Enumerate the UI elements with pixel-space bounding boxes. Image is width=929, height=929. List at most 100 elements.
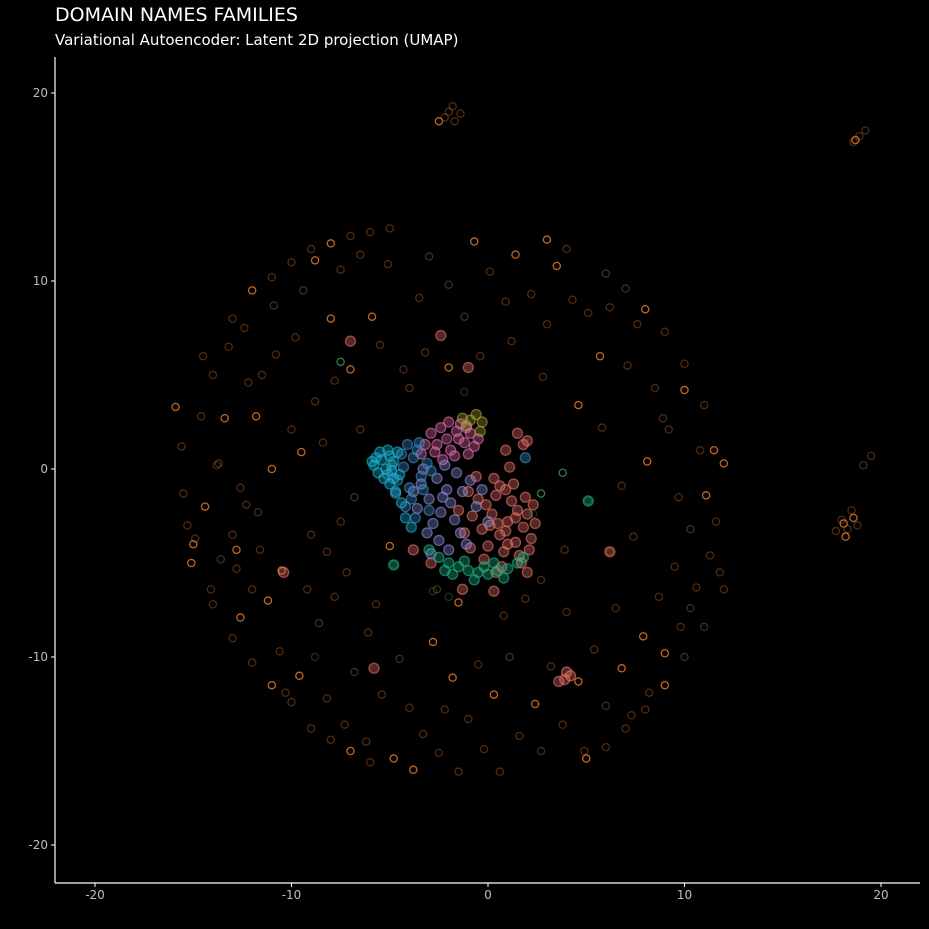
scatter-point-cyan xyxy=(384,478,396,490)
scatter-point-salmon xyxy=(488,585,500,597)
scatter-point-orange xyxy=(638,632,648,641)
scatter-point-orange xyxy=(295,671,304,681)
scatter-point-orange xyxy=(326,239,336,248)
scatter-point-orange xyxy=(454,767,463,776)
scatter-point-orange xyxy=(224,342,233,352)
scatter-point-orange xyxy=(346,746,355,756)
scatter-point-purple xyxy=(435,506,447,518)
scatter-point-teal xyxy=(468,574,480,586)
scatter-point-orange xyxy=(267,272,277,282)
scatter-point-orange xyxy=(526,289,536,299)
scatter-point-orange xyxy=(692,583,701,592)
scatter-point-salmon xyxy=(529,517,541,530)
scatter-point-orange xyxy=(232,545,241,555)
scatter-point-orange xyxy=(377,690,387,699)
scatter-point-orange xyxy=(849,513,858,523)
scatter-point-orange xyxy=(336,517,345,526)
scatter-point-green xyxy=(583,496,593,506)
scatter-point-orange xyxy=(841,532,850,541)
scatter-point-orange xyxy=(275,647,284,656)
scatter-point-orange xyxy=(444,107,453,117)
scatter-point-green xyxy=(460,387,469,397)
scatter-point-pink xyxy=(425,427,437,439)
scatter-point-purple xyxy=(411,502,423,515)
scatter-point-orange xyxy=(240,323,249,333)
scatter-point-orange xyxy=(314,618,324,628)
scatter-point-orange xyxy=(866,451,876,461)
scatter-point-orange xyxy=(629,532,638,541)
scatter-point-orange xyxy=(485,267,495,276)
scatter-point-blue xyxy=(403,482,416,494)
scatter-point-orange xyxy=(365,758,375,767)
scatter-point-orange xyxy=(469,237,479,246)
scatter-point-orange xyxy=(589,645,599,654)
scatter-point-orange xyxy=(255,545,265,555)
scatter-point-orange xyxy=(621,284,630,293)
scatter-point-orange xyxy=(660,648,670,658)
scatter-point-orange xyxy=(306,244,316,254)
scatter-point-pink xyxy=(448,450,461,462)
scatter-point-orange xyxy=(198,351,208,361)
scatter-point-green xyxy=(428,586,438,596)
scatter-point-orange xyxy=(464,714,473,724)
scatter-point-orange xyxy=(306,724,316,733)
scatter-point-orange xyxy=(560,545,569,555)
scatter-point-orange xyxy=(853,521,862,530)
scatter-point-orange xyxy=(228,530,237,540)
scatter-point-orange xyxy=(263,596,273,605)
scatter-point-orange xyxy=(450,116,459,126)
scatter-point-orange xyxy=(633,319,642,329)
scatter-point-orange xyxy=(269,301,279,310)
scatter-point-orange xyxy=(843,524,852,534)
scatter-point-salmon xyxy=(558,673,571,686)
x-tick-label: -20 xyxy=(85,888,105,902)
scatter-point-salmon xyxy=(521,508,533,520)
scatter-point-olive xyxy=(476,416,488,428)
scatter-point-purple xyxy=(445,497,457,509)
scatter-point-orange xyxy=(340,720,349,729)
scatter-point-orange xyxy=(617,664,626,673)
scatter-point-orange xyxy=(623,361,632,370)
scatter-point-salmon xyxy=(494,529,506,541)
scatter-point-orange xyxy=(271,350,281,359)
scatter-point-teal xyxy=(423,544,435,556)
scatter-point-orange xyxy=(291,333,300,342)
scatter-point-teal xyxy=(446,568,459,580)
scatter-point-purple xyxy=(460,538,473,550)
scatter-point-purple xyxy=(456,485,469,498)
scatter-point-green xyxy=(528,509,538,519)
scatter-point-green xyxy=(310,652,320,662)
scatter-point-cyan xyxy=(370,452,382,464)
scatter-point-salmon xyxy=(604,546,616,558)
scatter-point-blue xyxy=(417,484,429,496)
scatter-point-orange xyxy=(719,459,729,468)
scatter-point-orange xyxy=(851,135,860,145)
scatter-point-pink xyxy=(452,433,465,445)
scatter-point-orange xyxy=(363,628,373,637)
scatter-point-salmon xyxy=(500,484,512,496)
scatter-point-orange xyxy=(837,515,846,525)
scatter-point-orange xyxy=(385,541,394,551)
scatter-point-orange xyxy=(831,526,841,536)
scatter-point-blue xyxy=(405,493,418,505)
scatter-point-orange xyxy=(676,622,685,632)
scatter-point-orange xyxy=(424,252,434,261)
scatter-point-salmon xyxy=(344,335,357,347)
scatter-point-blue xyxy=(519,452,531,464)
scatter-point-olive xyxy=(474,425,486,438)
scatter-point-teal xyxy=(517,551,530,564)
scatter-point-orange xyxy=(385,224,394,233)
scatter-point-teal xyxy=(501,562,514,575)
scatter-point-salmon xyxy=(525,532,537,545)
scatter-point-orange xyxy=(310,256,320,265)
scatter-point-pink xyxy=(443,416,455,428)
scatter-point-orange xyxy=(365,227,375,237)
scatter-point-salmon xyxy=(494,480,506,492)
scatter-point-orange xyxy=(847,506,856,515)
scatter-point-orange xyxy=(322,694,332,703)
scatter-point-pink xyxy=(458,437,471,449)
scatter-point-cyan xyxy=(388,455,400,468)
scatter-point-blue xyxy=(423,504,435,517)
scatter-point-orange xyxy=(473,660,483,669)
scatter-point-orange xyxy=(322,547,332,556)
